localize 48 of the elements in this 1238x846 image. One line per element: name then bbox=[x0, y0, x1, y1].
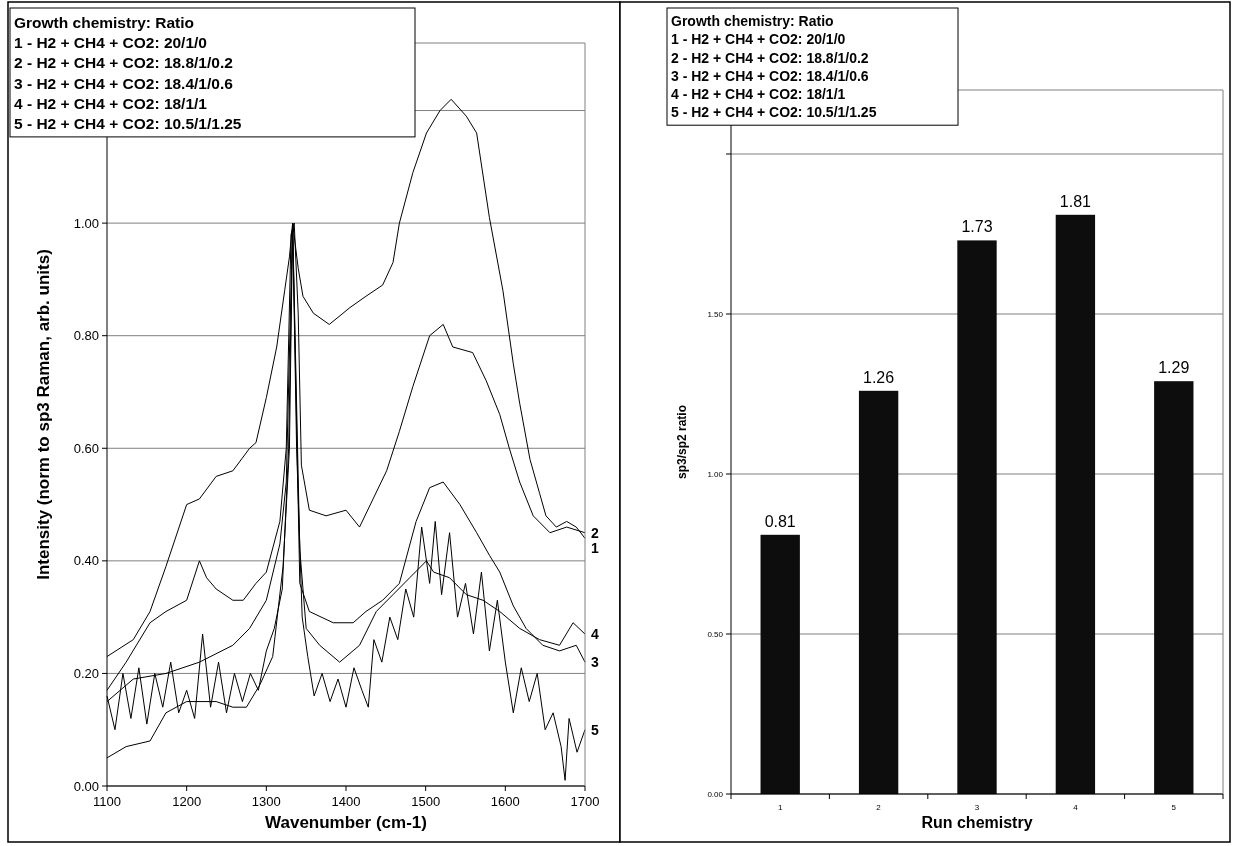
text: 2 - H2 + CH4 + CO2: 18.8/1/0.2 bbox=[671, 49, 869, 66]
x-tick-label: 1200 bbox=[172, 794, 202, 809]
annotation: 2 - H2 + CH4 + CO2: 18.8/1/0.2 bbox=[14, 54, 233, 72]
annotation: 1 - H2 + CH4 + CO2: 20/1/0 bbox=[14, 34, 207, 52]
annotation: 5 - H2 + CH4 + CO2: 10.5/1/1.25 bbox=[14, 114, 242, 132]
y-tick-label: 1.50 bbox=[707, 309, 724, 319]
annotation: 3 - H2 + CH4 + CO2: 18.4/1/0.6 bbox=[14, 74, 234, 92]
text: 1 - H2 + CH4 + CO2: 20/1/0 bbox=[671, 31, 846, 48]
annotation: 4 - H2 + CH4 + CO2: 18/1/1 bbox=[14, 94, 208, 112]
series-label: 2 bbox=[591, 524, 599, 541]
data-label: 1.29 bbox=[1158, 359, 1190, 377]
y-tick-label: 0.80 bbox=[73, 328, 99, 344]
series-label: 4 bbox=[591, 626, 599, 643]
text: Growth chemistry: Ratio bbox=[14, 14, 194, 32]
data-label: 1.26 bbox=[863, 368, 895, 386]
series-label: 1 bbox=[591, 539, 599, 556]
x-axis-title: Run chemistry bbox=[921, 814, 1033, 831]
x-tick-label: 1400 bbox=[331, 794, 361, 809]
x-tick-label: 5 bbox=[1171, 803, 1177, 812]
x-tick-label: 1100 bbox=[93, 794, 121, 809]
y-tick-label: 0.00 bbox=[73, 778, 99, 794]
y-tick-label: 0.00 bbox=[707, 789, 724, 799]
x-tick-label: 1600 bbox=[490, 794, 520, 809]
y-axis-title: sp3/sp2 ratio bbox=[675, 404, 689, 480]
data-label: 1.81 bbox=[1059, 192, 1092, 210]
series-label: 3 bbox=[591, 654, 599, 671]
y-tick-label: 1.00 bbox=[73, 215, 99, 231]
x-tick-label: 1 bbox=[777, 803, 783, 812]
x-tick-label: 4 bbox=[1073, 803, 1079, 812]
y-axis-title: Intensity (norm to sp3 Raman, arb. units) bbox=[34, 249, 53, 580]
annotation: 4 - H2 + CH4 + CO2: 18/1/1 bbox=[671, 86, 846, 102]
x-tick-label: 1300 bbox=[251, 794, 281, 809]
y-tick-label: 0.20 bbox=[73, 665, 99, 681]
text: Growth chemistry: Ratio bbox=[671, 13, 834, 30]
x-tick-label: 2 bbox=[876, 803, 882, 812]
y-tick-label: 1.00 bbox=[707, 469, 724, 479]
x-tick-label: 1500 bbox=[411, 794, 441, 809]
x-axis-title: Wavenumber (cm-1) bbox=[265, 813, 427, 832]
y-tick-label: 0.40 bbox=[73, 553, 99, 569]
x-tick-label: 3 bbox=[974, 803, 980, 812]
series-label: 5 bbox=[591, 721, 599, 738]
data-label: 1.73 bbox=[961, 218, 993, 236]
data-label: 0.81 bbox=[764, 512, 796, 530]
y-tick-label: 0.60 bbox=[73, 440, 99, 456]
y-tick-label: 0.50 bbox=[707, 629, 724, 639]
text: 3 - H2 + CH4 + CO2: 18.4/1/0.6 bbox=[671, 67, 869, 84]
annotation: 5 - H2 + CH4 + CO2: 10.5/1/1.25 bbox=[671, 104, 877, 121]
x-tick-label: 1700 bbox=[570, 794, 600, 809]
